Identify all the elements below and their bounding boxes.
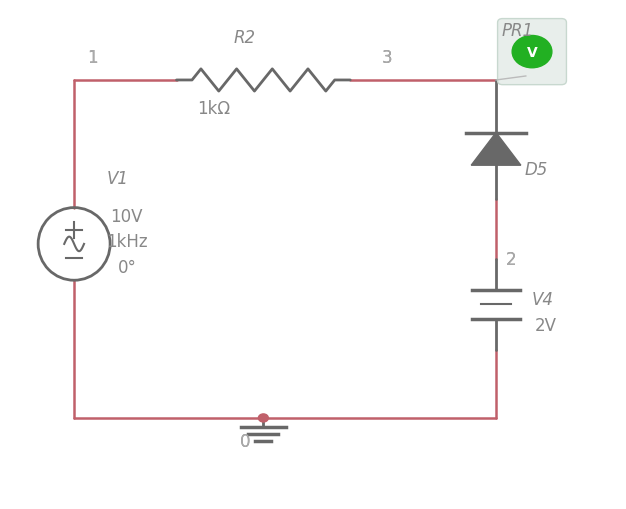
Text: 2: 2 — [506, 250, 517, 269]
Text: 0: 0 — [240, 432, 250, 450]
Text: R2: R2 — [233, 29, 256, 47]
Polygon shape — [471, 133, 521, 166]
Circle shape — [259, 414, 269, 422]
Text: V1: V1 — [106, 170, 128, 188]
FancyBboxPatch shape — [498, 19, 567, 86]
Text: 2V: 2V — [535, 316, 557, 334]
Text: 0: 0 — [240, 432, 250, 450]
Text: PR1: PR1 — [501, 21, 534, 39]
Text: D5: D5 — [525, 161, 548, 179]
Text: V: V — [526, 45, 537, 60]
Text: 1: 1 — [88, 49, 98, 67]
Text: 1: 1 — [88, 49, 98, 67]
Circle shape — [512, 37, 552, 69]
Text: 3: 3 — [382, 49, 393, 67]
Text: 3: 3 — [382, 49, 393, 67]
Text: 10V: 10V — [111, 208, 143, 225]
Text: 0°: 0° — [118, 258, 136, 276]
Text: V4: V4 — [531, 291, 553, 309]
Text: 2: 2 — [506, 250, 517, 269]
Text: 1kHz: 1kHz — [106, 233, 148, 251]
Text: 1kΩ: 1kΩ — [197, 100, 230, 118]
